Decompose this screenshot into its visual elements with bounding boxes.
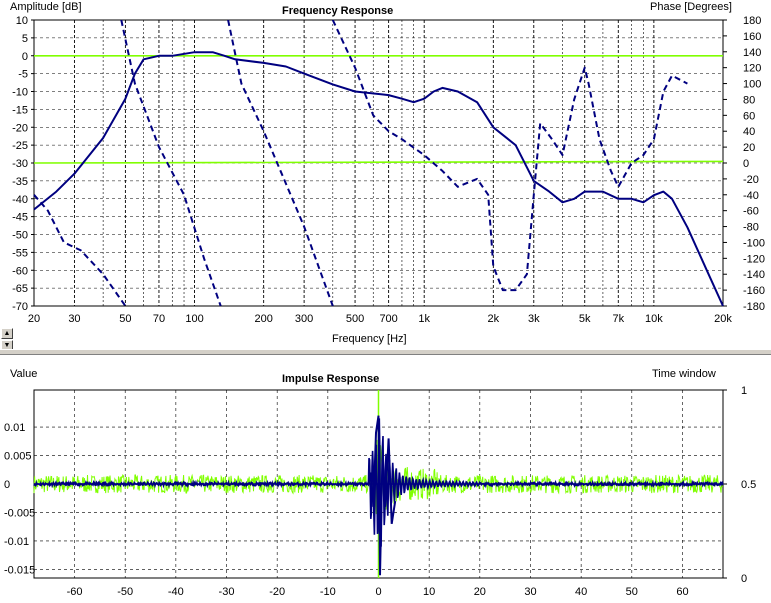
amplitude-tick-label: 5 bbox=[22, 33, 28, 45]
frequency-tick-label: 10k bbox=[645, 313, 663, 325]
value-axis-label: Value bbox=[10, 368, 37, 380]
time-tick-label: 40 bbox=[575, 586, 587, 598]
time-tick-label: -10 bbox=[320, 586, 336, 598]
frequency-tick-label: 3k bbox=[528, 313, 540, 325]
phase-tick-label: -160 bbox=[743, 285, 765, 297]
frequency-tick-label: 7k bbox=[612, 313, 624, 325]
phase-tick-label: 100 bbox=[743, 79, 761, 91]
time-tick-label: -60 bbox=[67, 586, 83, 598]
frequency-series-4 bbox=[331, 19, 688, 292]
frequency-tick-label: 20k bbox=[714, 313, 732, 325]
time-tick-label: 20 bbox=[474, 586, 486, 598]
impulse-labels: -60 -50 -40 -30 -20 -10 0 10 20 30 40 50 600.010.005… bbox=[4, 385, 756, 598]
phase-tick-label: -180 bbox=[743, 301, 765, 313]
impulse-peak-trace bbox=[367, 415, 397, 576]
amplitude-tick-label: -40 bbox=[12, 194, 28, 206]
value-tick-label: 0.01 bbox=[4, 422, 25, 434]
frequency-tick-label: 100 bbox=[185, 313, 203, 325]
amplitude-tick-label: -25 bbox=[12, 140, 28, 152]
frequency-curves bbox=[33, 0, 724, 307]
time-tick-label: 10 bbox=[423, 586, 435, 598]
phase-tick-label: 120 bbox=[743, 63, 761, 75]
frequency-series-2 bbox=[120, 19, 222, 307]
frequency-tick-label: 20 bbox=[28, 313, 40, 325]
time-tick-label: -40 bbox=[168, 586, 184, 598]
phase-tick-label: 160 bbox=[743, 31, 761, 43]
window-tick-label: 0 bbox=[741, 573, 747, 585]
frequency-labels: 1050-5-10-15-20-25-30-35-40-45-50-55-60-… bbox=[12, 15, 765, 325]
phase-tick-label: -20 bbox=[743, 174, 759, 186]
amplitude-tick-label: -15 bbox=[12, 104, 28, 116]
value-tick-label: -0.015 bbox=[4, 564, 35, 576]
pane-splitter[interactable] bbox=[0, 349, 771, 355]
phase-tick-label: -100 bbox=[743, 237, 765, 249]
phase-tick-label: -60 bbox=[743, 206, 759, 218]
amplitude-tick-label: -5 bbox=[18, 69, 28, 81]
frequency-tick-label: 300 bbox=[295, 313, 313, 325]
frequency-tick-label: 500 bbox=[346, 313, 364, 325]
frequency-series-0 bbox=[33, 51, 724, 307]
phase-axis-label: Phase [Degrees] bbox=[650, 1, 732, 13]
amplitude-tick-label: -35 bbox=[12, 176, 28, 188]
time-window-axis-label: Time window bbox=[652, 368, 716, 380]
time-tick-label: 30 bbox=[524, 586, 536, 598]
time-tick-label: 0 bbox=[375, 586, 381, 598]
phase-tick-label: 40 bbox=[743, 126, 755, 138]
phase-tick-label: 140 bbox=[743, 47, 761, 59]
phase-tick-label: -120 bbox=[743, 253, 765, 265]
amplitude-tick-label: -60 bbox=[12, 265, 28, 277]
time-tick-label: -20 bbox=[269, 586, 285, 598]
phase-tick-label: 80 bbox=[743, 94, 755, 106]
window-tick-label: 0.5 bbox=[741, 479, 756, 491]
amplitude-tick-label: -65 bbox=[12, 283, 28, 295]
frequency-tick-label: 30 bbox=[68, 313, 80, 325]
value-tick-label: 0.005 bbox=[4, 451, 32, 463]
time-tick-label: -50 bbox=[117, 586, 133, 598]
amplitude-tick-label: -45 bbox=[12, 212, 28, 224]
time-tick-label: 60 bbox=[676, 586, 688, 598]
scroll-up-button[interactable]: ▲ bbox=[1, 328, 13, 339]
amplitude-tick-label: 10 bbox=[16, 15, 28, 27]
frequency-tick-label: 70 bbox=[153, 313, 165, 325]
amplitude-tick-label: -55 bbox=[12, 247, 28, 259]
frequency-tick-label: 1k bbox=[418, 313, 430, 325]
amplitude-tick-label: -70 bbox=[12, 301, 28, 313]
amplitude-tick-label: -20 bbox=[12, 122, 28, 134]
time-tick-label: 50 bbox=[626, 586, 638, 598]
frequency-tick-label: 200 bbox=[254, 313, 272, 325]
frequency-top-mask bbox=[35, 0, 722, 19]
amplitude-axis-label: Amplitude [dB] bbox=[10, 1, 82, 13]
frequency-axis-label: Frequency [Hz] bbox=[332, 333, 407, 345]
phase-tick-label: 60 bbox=[743, 110, 755, 122]
frequency-title: Frequency Response bbox=[282, 5, 393, 17]
amplitude-tick-label: 0 bbox=[22, 51, 28, 63]
amplitude-tick-label: -30 bbox=[12, 158, 28, 170]
phase-tick-label: -140 bbox=[743, 269, 765, 281]
frequency-tick-label: 5k bbox=[579, 313, 591, 325]
phase-tick-label: 0 bbox=[743, 158, 749, 170]
impulse-title: Impulse Response bbox=[282, 373, 379, 385]
impulse-curves bbox=[33, 390, 724, 578]
frequency-tick-label: 50 bbox=[119, 313, 131, 325]
frequency-tick-label: 2k bbox=[488, 313, 500, 325]
frequency-series-3 bbox=[227, 19, 334, 307]
phase-tick-label: 180 bbox=[743, 15, 761, 27]
value-tick-label: -0.005 bbox=[4, 507, 35, 519]
value-tick-label: -0.01 bbox=[4, 536, 29, 548]
window-tick-label: 1 bbox=[741, 385, 747, 397]
value-tick-label: 0 bbox=[4, 479, 10, 491]
amplitude-tick-label: -50 bbox=[12, 230, 28, 242]
frequency-series-6 bbox=[33, 160, 724, 164]
frequency-tick-label: 700 bbox=[379, 313, 397, 325]
phase-tick-label: -80 bbox=[743, 222, 759, 234]
amplitude-tick-label: -10 bbox=[12, 87, 28, 99]
phase-tick-label: 20 bbox=[743, 142, 755, 154]
phase-tick-label: -40 bbox=[743, 190, 759, 202]
time-tick-label: -30 bbox=[219, 586, 235, 598]
frequency-series-1 bbox=[33, 194, 127, 307]
